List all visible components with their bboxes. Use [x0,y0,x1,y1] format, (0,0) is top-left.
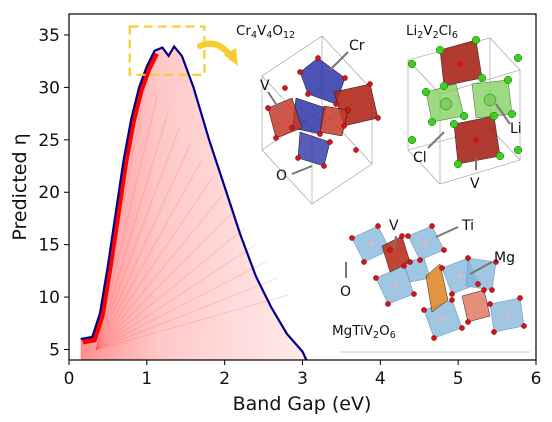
label-o-cr4v4o12: O [276,168,287,184]
label-o-mgtiv2o6: O [340,284,351,300]
highlight-box [128,25,206,76]
y-tick-label: 5 [49,341,60,361]
density-streak [95,194,224,350]
inset-mgtiv2o6: V Ti Mg O MgTiV2O6 [332,218,530,353]
oxygen-atoms-mgtiv2o6 [349,223,527,341]
inset-title-mgtiv2o6: MgTiV2O6 [332,323,396,341]
ti-centers [368,240,510,322]
y-axis-label: Predicted η [9,133,31,240]
li-atoms [439,93,497,111]
label-v-mgtiv2o6: V [389,218,399,234]
x-tick-label: 2 [219,369,230,389]
density-streak [95,177,213,350]
ti-octahedra [351,225,525,339]
density-streak [95,160,202,350]
x-tick-label: 6 [531,369,542,389]
inset-cr4v4o12: Cr4V4O12 Cr V O [236,23,381,205]
v-atoms-li [457,61,479,143]
y-axis-ticks: 5 10 15 20 25 30 35 [38,26,69,361]
cl-atoms [407,35,523,169]
label-v-cr4v4o12: V [260,78,270,94]
highlight-arrow-head [224,48,238,66]
x-tick-label: 3 [297,369,308,389]
cr-octahedron-1 [299,57,346,105]
density-streak [95,110,170,350]
label-v-li2v2cl6: V [470,176,480,192]
x-tick-label: 5 [453,369,464,389]
label-cr: Cr [349,38,365,54]
x-tick-label: 1 [141,369,152,389]
density-streak [96,260,267,350]
inset-title-cr4v4o12: Cr4V4O12 [236,23,295,41]
x-tick-label: 0 [64,369,75,389]
left-edge-red [82,52,159,345]
label-li: Li [510,121,522,137]
inset-title-li2v2cl6: Li2V2Cl6 [406,23,458,41]
density-streak [95,93,159,350]
label-ti: Ti [461,218,474,234]
density-streak [95,210,235,350]
v-octahedron-mg-2 [461,289,491,323]
density-streak [95,244,257,350]
y-tick-label: 15 [38,236,60,256]
y-tick-label: 25 [38,131,60,151]
density-streak [95,127,180,350]
density-streak [96,294,289,350]
label-mg: Mg [494,250,515,266]
density-streaks [95,76,289,350]
density-streak [95,227,246,350]
density-fill [80,46,307,360]
y-tick-label: 35 [38,26,60,46]
v-octahedron-3 [319,105,349,137]
label-cl: Cl [413,150,427,166]
density-streak [95,143,191,350]
envelope-line [80,44,308,360]
y-tick-label: 10 [38,288,60,308]
x-axis-ticks: 0 1 2 3 4 5 6 [64,360,542,389]
x-axis-label: Band Gap (eV) [233,393,372,415]
y-tick-label: 30 [38,78,60,98]
oxygen-atoms-cr4v4o12 [265,55,381,169]
cr-octahedron-3 [297,131,331,167]
plot-area [80,25,308,360]
inset-li2v2cl6: Li2V2Cl6 Li Cl V [406,23,523,192]
density-streak [96,277,278,350]
y-tick-label: 20 [38,183,60,203]
x-tick-label: 4 [375,369,386,389]
mg-octahedron [425,263,449,313]
